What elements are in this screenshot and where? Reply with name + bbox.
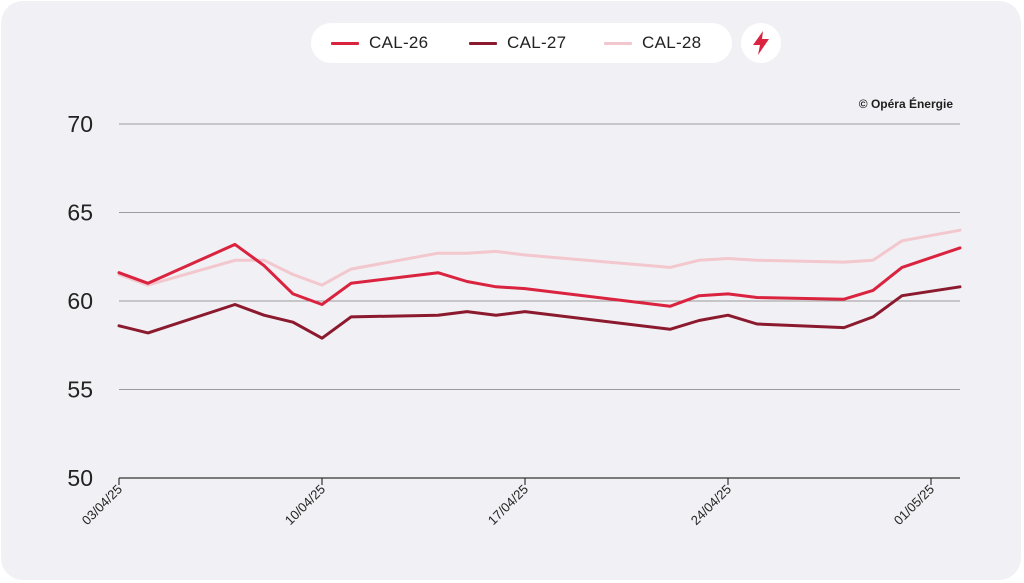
y-tick-label: 60 <box>67 288 93 314</box>
legend-item-cal-26[interactable]: CAL-26 <box>331 23 428 63</box>
x-axis: 03/04/25 10/04/25 17/04/25 24/04/25 01/05/25 <box>79 477 960 528</box>
x-tick-label: 10/04/25 <box>282 482 328 528</box>
legend-label: CAL-27 <box>507 33 567 52</box>
x-tick-label: 01/05/25 <box>891 482 937 528</box>
copyright-credit: © Opéra Énergie <box>858 97 953 111</box>
legend-swatch <box>331 41 359 45</box>
series-line-cal-28 <box>117 228 962 287</box>
y-tick-label: 50 <box>67 465 93 491</box>
energy-filter-button[interactable] <box>741 23 781 63</box>
legend-item-cal-28[interactable]: CAL-28 <box>604 23 701 63</box>
legend-swatch <box>604 41 632 45</box>
series-lines <box>117 228 962 340</box>
series-line-cal-27 <box>117 285 962 340</box>
y-tick-label: 70 <box>67 111 93 137</box>
legend-item-cal-27[interactable]: CAL-27 <box>469 23 566 63</box>
y-tick-label: 65 <box>67 200 93 226</box>
y-axis-ticks: 50 55 60 65 70 <box>67 111 93 491</box>
chart-legend: CAL-26 CAL-27 CAL-28 <box>311 23 732 63</box>
x-tick-label: 24/04/25 <box>688 482 734 528</box>
legend-label: CAL-26 <box>369 33 429 52</box>
y-tick-label: 55 <box>67 377 93 403</box>
legend-label: CAL-28 <box>642 33 702 52</box>
lightning-bolt-icon <box>753 31 769 55</box>
grid-lines <box>119 123 960 390</box>
x-tick-label: 17/04/25 <box>485 482 531 528</box>
series-line-cal-26 <box>117 242 962 308</box>
legend-swatch <box>469 41 497 45</box>
